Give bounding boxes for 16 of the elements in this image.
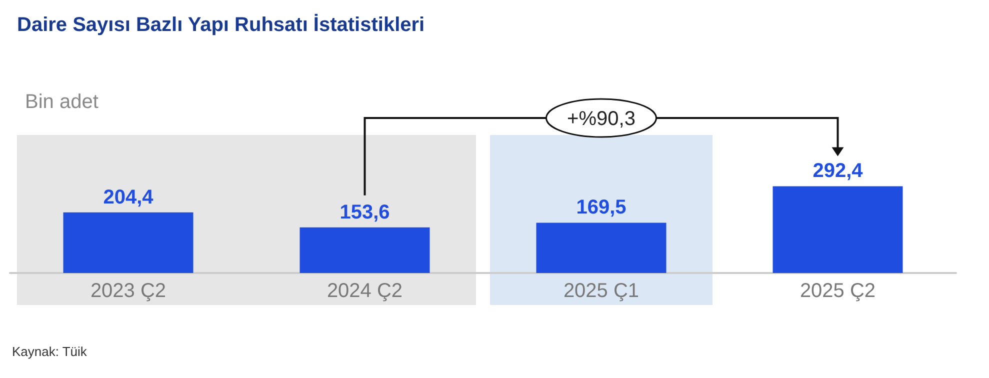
- data-label: 169,5: [576, 196, 626, 219]
- data-label: 292,4: [812, 160, 864, 182]
- x-tick-label: 2025 Ç1: [563, 280, 640, 302]
- y-axis-title: Bin adet: [25, 91, 99, 113]
- x-tick-label: 2025 Ç2: [800, 280, 876, 302]
- chart-title: Daire Sayısı Bazlı Yapı Ruhsatı İstatistikleri: [17, 13, 425, 36]
- data-label: 153,6: [340, 201, 390, 224]
- x-tick-label: 2023 Ç2: [90, 280, 166, 302]
- bar: [772, 186, 903, 273]
- text: +%90,3: [567, 108, 636, 130]
- text: Kaynak: Tüik: [12, 344, 88, 359]
- data-label: 204,4: [103, 186, 154, 208]
- bar: [536, 222, 666, 273]
- bar: [63, 212, 194, 273]
- bar: [300, 227, 430, 273]
- x-tick-label: 2024 Ç2: [326, 280, 403, 302]
